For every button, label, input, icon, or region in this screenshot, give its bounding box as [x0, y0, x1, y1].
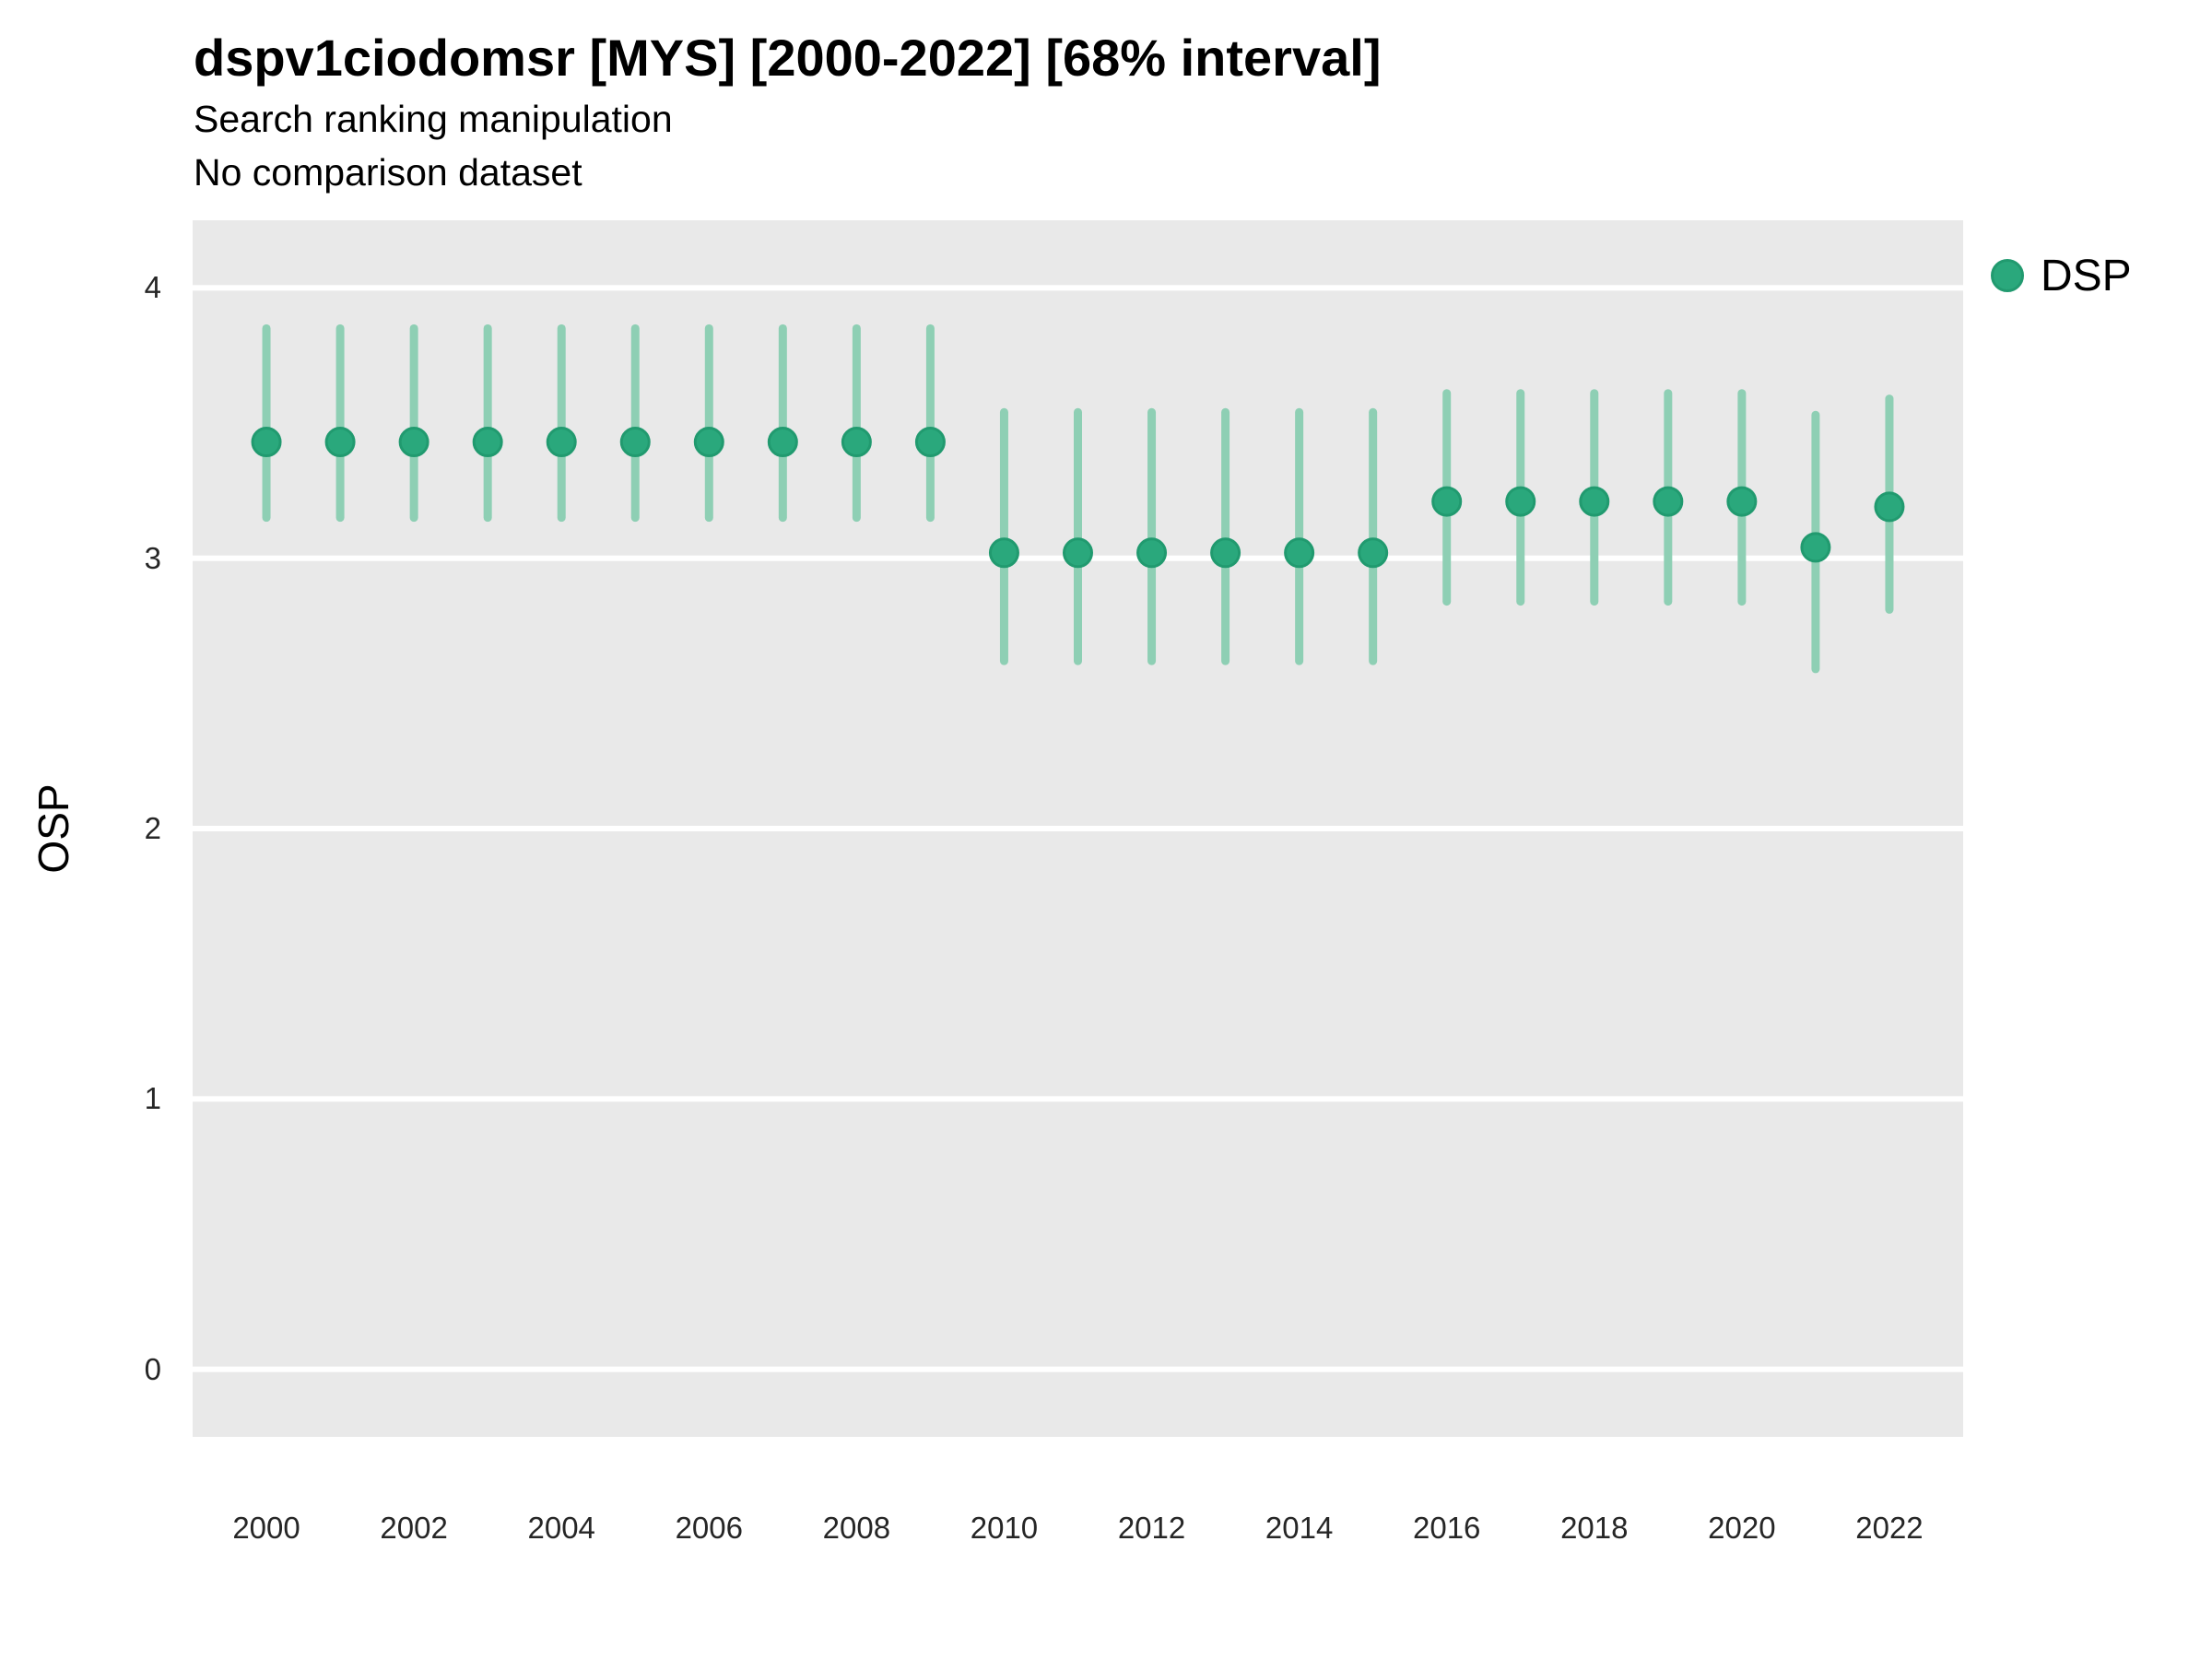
data-point	[1579, 486, 1610, 517]
data-point	[619, 427, 651, 458]
y-tick-label: 0	[144, 1351, 161, 1386]
data-point	[1136, 537, 1168, 569]
x-tick-label: 2010	[970, 1511, 1039, 1545]
x-tick-label: 2006	[675, 1511, 743, 1545]
data-point	[914, 427, 946, 458]
y-tick-label: 4	[144, 270, 161, 305]
data-point	[1210, 537, 1241, 569]
data-point	[1358, 537, 1389, 569]
gridline	[193, 285, 1963, 291]
data-point	[398, 427, 429, 458]
x-tick-label: 2020	[1708, 1511, 1776, 1545]
data-point	[693, 427, 724, 458]
x-tick-label: 2012	[1117, 1511, 1186, 1545]
data-point	[1726, 486, 1758, 517]
data-point	[1063, 537, 1093, 569]
gridline	[193, 1366, 1963, 1372]
data-point	[1284, 537, 1315, 569]
data-point	[1431, 486, 1463, 517]
x-tick-label: 2014	[1265, 1511, 1334, 1545]
plot-panel	[193, 220, 1963, 1437]
data-point	[546, 427, 577, 458]
data-point	[1653, 486, 1684, 517]
y-tick-label: 1	[144, 1081, 161, 1116]
data-point	[1800, 532, 1831, 563]
data-point	[767, 427, 798, 458]
chart-note: No comparison dataset	[194, 151, 582, 194]
x-tick-label: 2016	[1412, 1511, 1481, 1545]
data-point	[988, 537, 1019, 569]
data-point	[251, 427, 282, 458]
data-point	[1505, 486, 1536, 517]
y-tick-label: 3	[144, 540, 161, 575]
x-tick-label: 2022	[1855, 1511, 1924, 1545]
x-tick-label: 2002	[380, 1511, 448, 1545]
x-tick-label: 2000	[232, 1511, 300, 1545]
data-point	[1874, 491, 1905, 523]
data-point	[324, 427, 356, 458]
x-tick-label: 2018	[1560, 1511, 1629, 1545]
legend-label: DSP	[2041, 251, 2132, 300]
gridline	[193, 1096, 1963, 1102]
data-point	[472, 427, 503, 458]
chart-subtitle: Search ranking manipulation	[194, 98, 673, 140]
legend-point-icon	[1991, 259, 2024, 292]
legend: DSP	[1989, 249, 2132, 302]
gridline	[193, 826, 1963, 831]
y-tick-label: 2	[144, 811, 161, 845]
x-tick-label: 2004	[527, 1511, 595, 1545]
data-point	[841, 427, 872, 458]
x-tick-label: 2008	[822, 1511, 891, 1545]
chart-svg	[193, 285, 1963, 1372]
chart-title: dspv1ciodomsr [MYS] [2000-2022] [68% int…	[194, 29, 1382, 87]
y-axis-title: OSP	[29, 783, 77, 874]
